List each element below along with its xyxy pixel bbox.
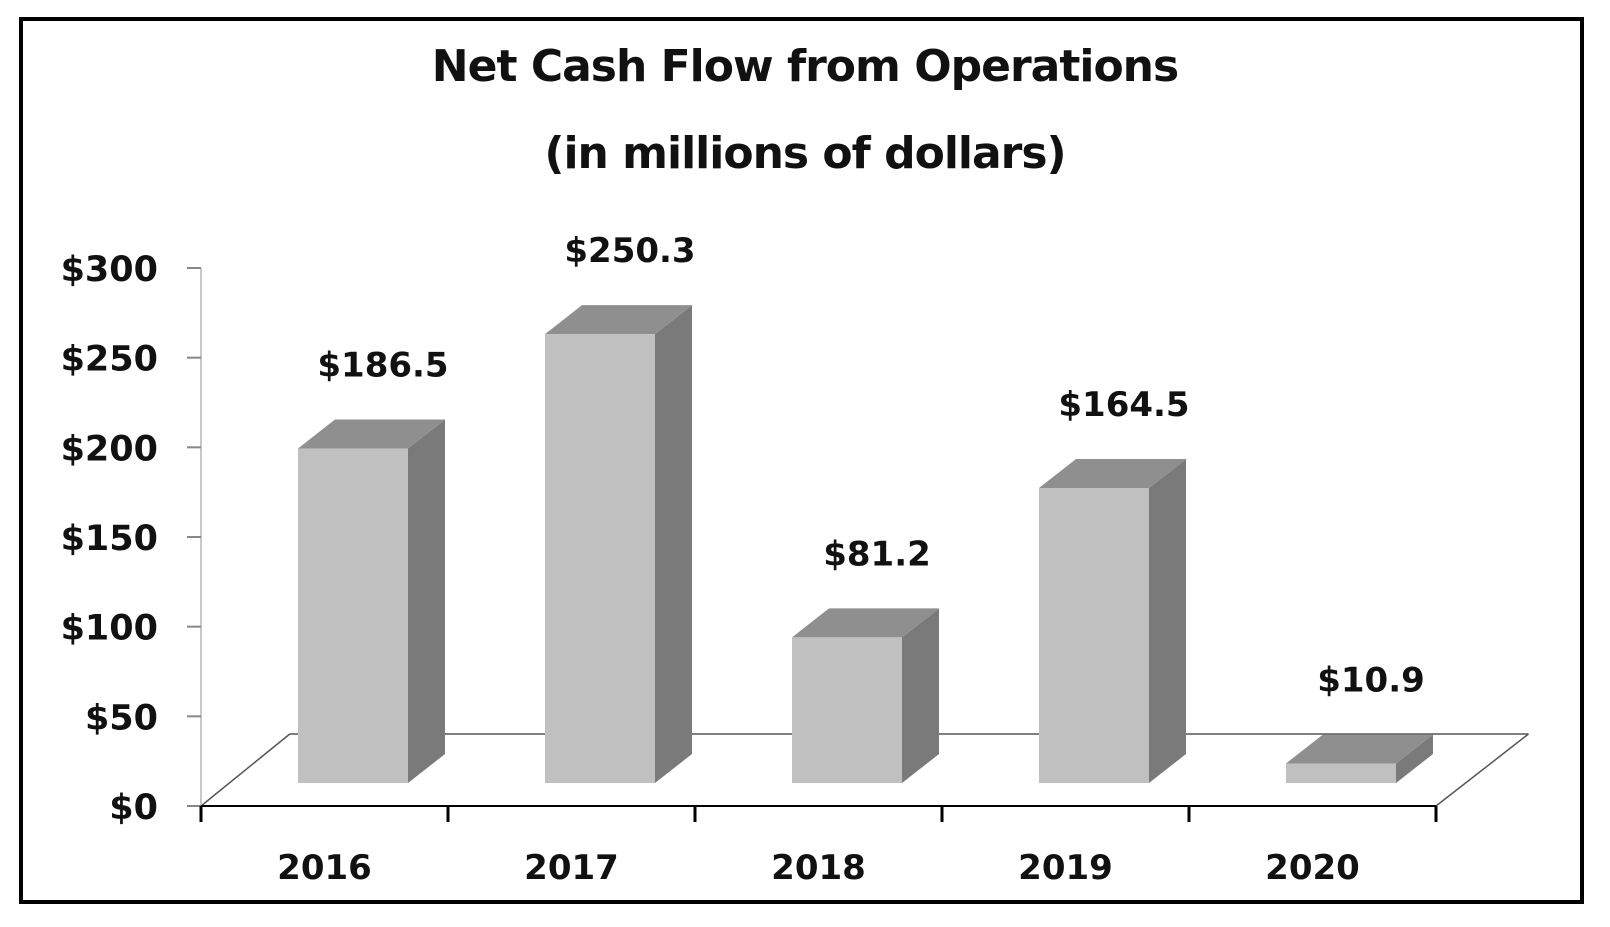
bar-front-face <box>545 334 655 783</box>
y-tick-label: $0 <box>109 788 158 828</box>
bar-top-face <box>545 305 692 335</box>
data-label: $10.9 <box>1317 660 1425 700</box>
chart-title: Net Cash Flow from Operations <box>431 41 1179 92</box>
x-axis: 2016 2017 2018 2019 2020 <box>199 805 1438 888</box>
data-labels: $186.5 $250.3 $81.2 $164.5 $10.9 <box>317 231 1424 700</box>
bar-front-face <box>792 637 902 783</box>
bar-2020 <box>1286 734 1433 783</box>
bar-front-face <box>1286 763 1396 783</box>
chart-frame <box>19 17 1584 904</box>
floor-left-edge <box>200 733 291 807</box>
x-tick-label: 2020 <box>1265 848 1360 888</box>
y-tick-label: $200 <box>61 429 158 469</box>
bars <box>298 305 1433 783</box>
bar-side-face <box>655 305 692 783</box>
y-tick-label: $150 <box>61 519 158 559</box>
x-tick-label: 2017 <box>524 848 619 888</box>
y-tick-label: $250 <box>61 340 158 380</box>
data-label: $164.5 <box>1058 385 1189 425</box>
y-tick-label: $300 <box>61 250 158 290</box>
bar-2017 <box>545 305 692 783</box>
bar-2018 <box>792 608 939 783</box>
x-tick-label: 2016 <box>277 848 372 888</box>
x-tick-label: 2018 <box>771 848 866 888</box>
x-tick-label: 2019 <box>1018 848 1113 888</box>
bar-top-face <box>1286 734 1433 764</box>
bar-2019 <box>1039 458 1186 783</box>
data-label: $81.2 <box>823 534 931 574</box>
bar-front-face <box>298 448 408 783</box>
bar-front-face <box>1039 487 1149 783</box>
bar-side-face <box>1396 734 1433 783</box>
data-label: $186.5 <box>317 346 448 386</box>
bar-top-face <box>1039 458 1186 488</box>
y-tick-label: $100 <box>61 609 158 649</box>
y-tick-label: $50 <box>85 698 158 738</box>
y-axis: $0 $50 $100 $150 $200 $250 $300 <box>61 250 202 828</box>
floor-right-edge <box>1435 733 1529 807</box>
bar-top-face <box>298 419 445 449</box>
bar-side-face <box>408 419 445 783</box>
chart-subtitle: (in millions of dollars) <box>544 128 1066 179</box>
bar-side-face <box>1149 458 1186 783</box>
data-label: $250.3 <box>564 231 695 271</box>
bar-side-face <box>902 608 939 783</box>
bar-2016 <box>298 419 445 783</box>
bar-top-face <box>792 608 939 638</box>
